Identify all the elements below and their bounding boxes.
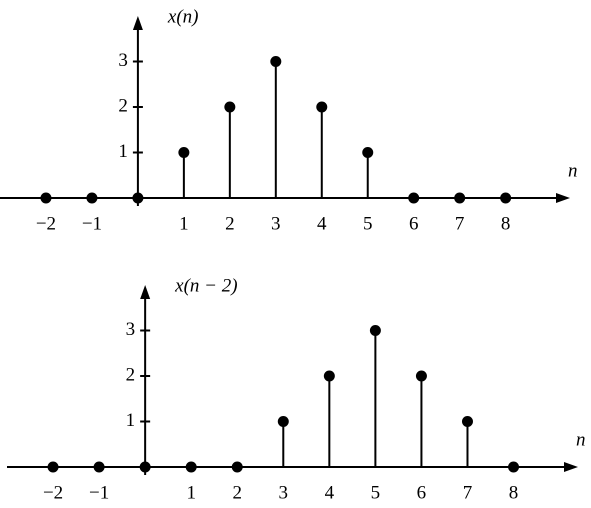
x-tick-label: 6: [417, 482, 427, 503]
y-tick-label: 3: [118, 50, 128, 71]
stem-marker: [454, 192, 466, 204]
x-tick-label: 1: [186, 482, 196, 503]
y-tick-label: 1: [126, 410, 136, 431]
x-tick-label: 2: [232, 482, 242, 503]
stem-marker: [139, 461, 151, 473]
stem-marker: [93, 461, 105, 473]
stem-marker: [270, 56, 282, 67]
stem-marker: [500, 192, 512, 204]
stem-marker: [508, 461, 520, 473]
x-tick-label: 5: [363, 213, 373, 234]
x-axis-label: n: [568, 160, 578, 181]
x-tick-label: 4: [325, 482, 335, 503]
x-tick-label: −1: [82, 213, 102, 234]
x-tick-label: 4: [317, 213, 327, 234]
stem-marker: [178, 147, 190, 158]
x-tick-label: 5: [371, 482, 381, 503]
x-tick-label: 8: [509, 482, 519, 503]
y-tick-label: 2: [118, 95, 128, 116]
y-axis-arrow: [132, 16, 143, 30]
x-tick-label: 3: [271, 213, 281, 234]
y-tick-label: 1: [118, 141, 128, 162]
y-tick-label: 3: [126, 319, 136, 340]
x-tick-label: −2: [36, 213, 56, 234]
y-axis-label: x(n − 2): [174, 275, 237, 296]
stem-marker: [86, 192, 98, 204]
y-axis-label: x(n): [167, 6, 199, 27]
stem-marker: [362, 147, 374, 158]
stem-marker: [185, 461, 197, 473]
x-axis-arrow: [564, 462, 578, 472]
stem-marker: [40, 192, 52, 204]
x-tick-label: 7: [463, 482, 473, 503]
stem-marker: [231, 461, 243, 473]
x-tick-label: 6: [409, 213, 419, 234]
x-tick-label: −2: [43, 482, 63, 503]
x-tick-label: 1: [179, 213, 189, 234]
y-axis-arrow: [140, 285, 151, 299]
stem-marker: [224, 101, 236, 113]
x-tick-label: 8: [501, 213, 511, 234]
stem-marker: [277, 416, 289, 427]
stem-marker: [461, 416, 473, 427]
x-tick-label: 3: [279, 482, 289, 503]
stem-marker: [323, 370, 335, 382]
x-axis-label: n: [576, 429, 586, 450]
y-tick-label: 2: [126, 364, 136, 385]
stem-marker: [415, 370, 427, 382]
stem-marker: [132, 192, 144, 204]
stem-marker: [408, 192, 420, 204]
stem-marker: [316, 101, 328, 113]
x-tick-label: −1: [89, 482, 109, 503]
x-tick-label: 7: [455, 213, 465, 234]
x-tick-label: 2: [225, 213, 235, 234]
x-axis-arrow: [556, 193, 570, 203]
stem-marker: [369, 325, 381, 336]
stem-marker: [47, 461, 59, 473]
